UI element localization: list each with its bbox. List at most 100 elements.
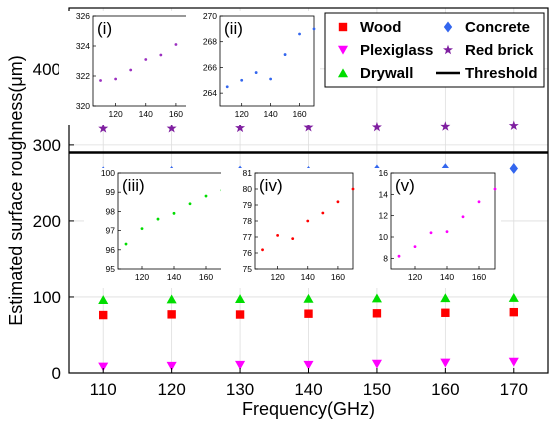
data-point xyxy=(166,123,177,133)
y-tick-label: 100 xyxy=(33,288,61,307)
inset-data-point xyxy=(254,71,258,74)
legend-box xyxy=(324,12,545,88)
inset-label: (i) xyxy=(97,19,112,38)
data-point xyxy=(166,294,177,304)
inset-data-point xyxy=(129,68,133,72)
data-point xyxy=(440,121,451,131)
inset-x-tick-label: 140 xyxy=(139,109,153,119)
x-tick-label: 150 xyxy=(363,380,391,399)
x-tick-label: 110 xyxy=(90,380,117,399)
inset-data-point xyxy=(413,245,417,249)
data-point xyxy=(371,293,382,303)
inset-y-tick-label: 97 xyxy=(106,226,116,236)
inset-data-point xyxy=(188,202,192,206)
inset-y-tick-label: 79 xyxy=(243,200,253,210)
legend-label: Red brick xyxy=(465,42,534,59)
inset-y-tick-label: 76 xyxy=(243,248,253,258)
data-point xyxy=(303,293,314,303)
inset-data-point xyxy=(172,211,176,215)
inset-y-tick-label: 324 xyxy=(76,41,90,51)
inset-y-tick-label: 14 xyxy=(379,189,389,199)
data-point xyxy=(98,295,109,304)
inset-data-point xyxy=(461,215,465,219)
data-point xyxy=(371,359,382,369)
legend-swatch xyxy=(337,68,349,78)
inset-x-tick-label: 140 xyxy=(440,272,454,282)
inset-data-point xyxy=(124,242,128,246)
legend: Wood Concrete Plexiglass Red brick Drywall Th… xyxy=(324,12,545,88)
inset-frame xyxy=(390,172,496,270)
data-point xyxy=(235,294,246,303)
data-point xyxy=(304,309,313,318)
inset-x-tick-label: 160 xyxy=(331,272,345,282)
inset-y-tick-label: 16 xyxy=(379,168,389,178)
inset-data-point xyxy=(298,32,301,36)
data-point xyxy=(98,362,109,372)
series-red-brick xyxy=(98,120,519,133)
inset-y-tick-label: 322 xyxy=(76,71,90,81)
inset-x-tick-label: 160 xyxy=(292,109,306,119)
inset-y-tick-label: 12 xyxy=(379,211,389,221)
inset-data-point xyxy=(240,78,244,82)
inset-data-point xyxy=(283,53,287,56)
data-point xyxy=(509,307,518,317)
data-point xyxy=(508,120,519,131)
data-point xyxy=(99,310,108,320)
inset-data-point xyxy=(351,187,355,191)
series-plexiglass xyxy=(98,357,519,372)
x-tick-label: 170 xyxy=(500,380,528,399)
legend-label: Wood xyxy=(360,19,401,36)
series-wood xyxy=(99,307,518,320)
inset-y-tick-label: 98 xyxy=(106,206,116,216)
inset-x-tick-label: 120 xyxy=(408,272,422,282)
inset-label: (v) xyxy=(395,176,415,195)
inset-x-tick-label: 160 xyxy=(472,272,486,282)
x-axis-label: Frequency(GHz) xyxy=(242,399,375,419)
inset-data-point xyxy=(429,231,433,235)
inset-data-point xyxy=(397,254,401,258)
inset-data-point xyxy=(204,194,208,198)
data-point xyxy=(371,121,382,132)
inset-y-tick-label: 268 xyxy=(203,37,217,47)
data-point xyxy=(441,308,450,317)
legend-swatch xyxy=(338,22,348,32)
data-point xyxy=(440,293,451,303)
inset-frame xyxy=(92,15,192,107)
inset-y-tick-label: 80 xyxy=(243,184,253,194)
x-tick-label: 130 xyxy=(226,380,254,399)
inset-y-tick-label: 10 xyxy=(379,232,389,242)
data-point xyxy=(235,360,246,370)
inset-data-point xyxy=(269,77,273,81)
inset-x-tick-label: 140 xyxy=(264,109,278,119)
inset-y-tick-label: 320 xyxy=(76,101,90,111)
inset-y-tick-label: 95 xyxy=(106,264,116,274)
inset-data-point xyxy=(477,200,481,204)
inset-y-tick-label: 81 xyxy=(243,168,253,178)
legend-label: Concrete xyxy=(465,19,530,36)
inset-label: (iii) xyxy=(122,176,145,195)
y-axis-label: Estimated surface roughness(μm) xyxy=(6,55,26,325)
inset-data-point xyxy=(261,248,264,252)
legend-label: Plexiglass xyxy=(360,42,433,59)
inset-y-tick-label: 270 xyxy=(203,11,217,21)
data-point xyxy=(98,123,109,133)
inset-data-point xyxy=(493,187,497,191)
inset-y-tick-label: 266 xyxy=(203,62,217,72)
data-point xyxy=(508,357,519,367)
inset-data-point xyxy=(144,58,148,61)
inset-i: 120 140 160 320 322 324 326 (i) xyxy=(59,11,197,125)
data-point xyxy=(303,122,314,132)
data-point xyxy=(235,310,245,319)
inset-data-point xyxy=(336,200,340,204)
inset-y-tick-label: 75 xyxy=(243,264,253,274)
inset-label: (ii) xyxy=(224,19,243,38)
inset-data-point xyxy=(225,85,229,89)
x-tick-label: 120 xyxy=(157,380,185,399)
inset-x-tick-label: 140 xyxy=(167,272,181,282)
y-tick-label: 0 xyxy=(52,364,61,383)
x-tick-label: 140 xyxy=(294,380,322,399)
inset-y-tick-label: 78 xyxy=(243,216,253,226)
inset-x-tick-label: 120 xyxy=(271,272,285,282)
inset-data-point xyxy=(312,27,316,31)
